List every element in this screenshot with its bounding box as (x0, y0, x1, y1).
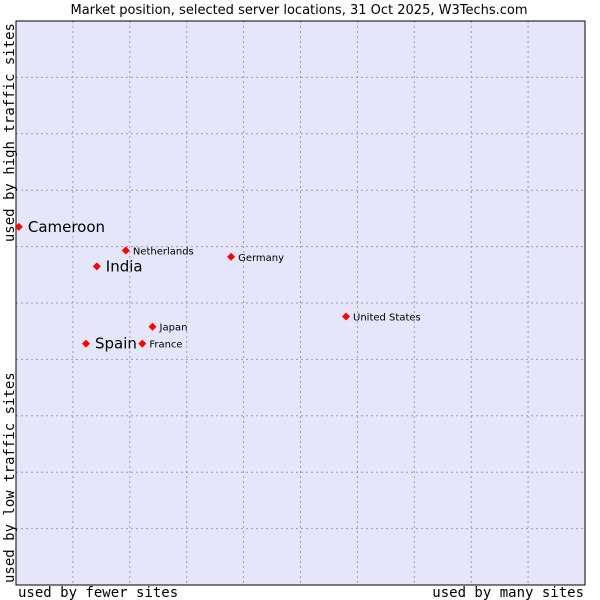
point-marker-cameroon[interactable] (14, 222, 23, 231)
point-marker-germany[interactable] (227, 252, 236, 261)
point-marker-japan[interactable] (148, 322, 157, 331)
x-axis-label-high: used by many sites (432, 585, 584, 600)
y-axis-label-low: used by low traffic sites (2, 372, 18, 583)
point-marker-united-states[interactable] (342, 312, 351, 321)
point-label-spain: Spain (95, 335, 137, 353)
point-marker-india[interactable] (92, 262, 101, 271)
point-label-netherlands: Netherlands (133, 247, 194, 258)
point-label-france: France (149, 340, 182, 351)
point-marker-france[interactable] (138, 339, 147, 348)
x-axis-label-low: used by fewer sites (18, 585, 178, 600)
plot-frame (15, 20, 586, 586)
point-marker-netherlands[interactable] (121, 246, 130, 255)
point-label-india: India (106, 257, 143, 275)
point-label-cameroon: Cameroon (28, 218, 105, 236)
point-label-germany: Germany (238, 253, 284, 264)
chart-title: Market position, selected server locatio… (70, 3, 527, 18)
point-label-united-states: United States (353, 313, 421, 324)
point-marker-spain[interactable] (81, 339, 90, 348)
y-axis-label-high: used by high traffic sites (2, 23, 18, 242)
point-label-japan: Japan (159, 323, 188, 334)
grid-lines (16, 21, 585, 585)
